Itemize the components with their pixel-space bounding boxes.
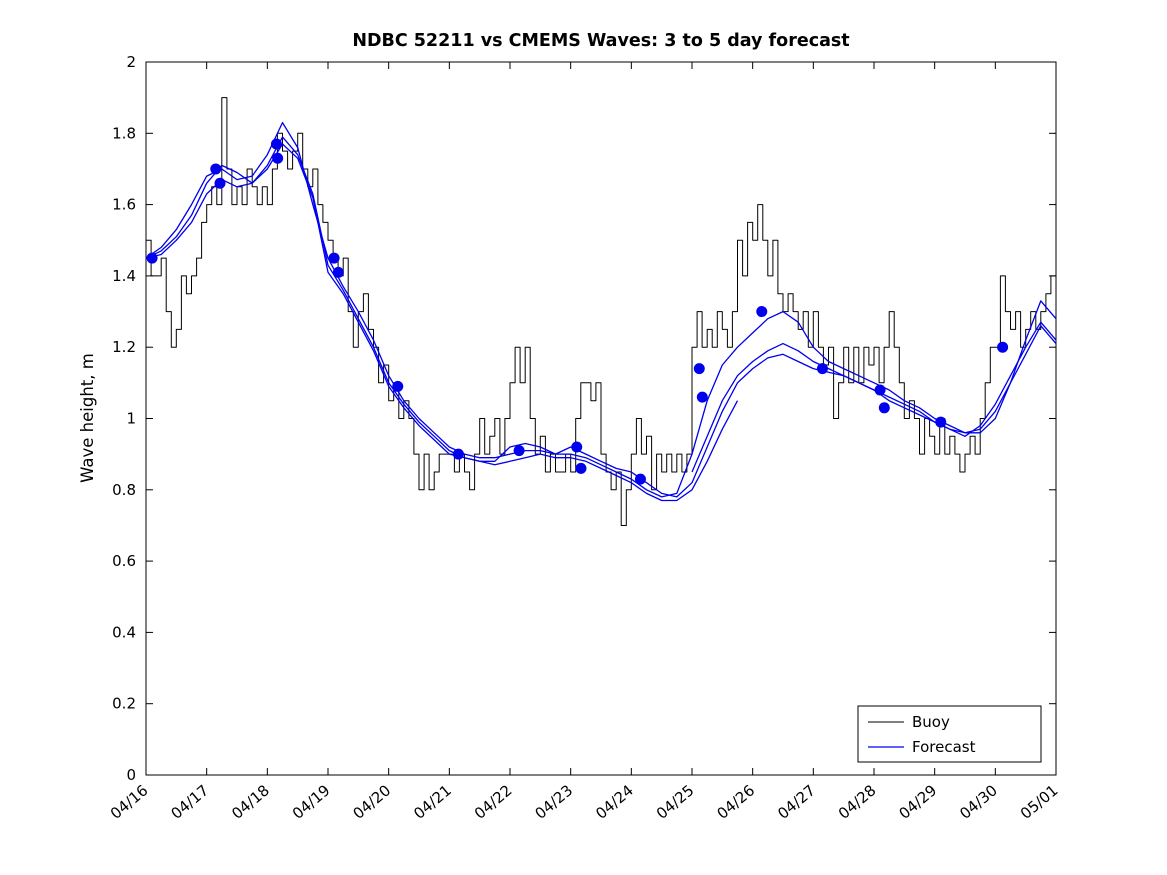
forecast-marker bbox=[756, 306, 768, 318]
x-tick-label: 04/17 bbox=[168, 781, 213, 823]
chart-title: NDBC 52211 vs CMEMS Waves: 3 to 5 day fo… bbox=[352, 31, 849, 51]
forecast-marker bbox=[392, 380, 404, 392]
forecast-marker bbox=[210, 163, 222, 175]
x-tick-label: 04/18 bbox=[228, 781, 273, 823]
y-tick-label: 0.8 bbox=[112, 481, 136, 499]
forecast-marker bbox=[513, 445, 525, 457]
forecast-marker bbox=[816, 363, 828, 375]
forecast-marker bbox=[935, 416, 947, 428]
forecast-marker bbox=[696, 391, 708, 403]
y-tick-label: 0.2 bbox=[112, 695, 136, 713]
forecast-marker bbox=[272, 152, 284, 164]
forecast-marker bbox=[997, 341, 1009, 353]
series-forecast-run-3 bbox=[145, 136, 739, 502]
forecast-marker bbox=[874, 384, 886, 396]
y-tick-label: 1.4 bbox=[112, 267, 136, 285]
forecast-marker bbox=[575, 462, 587, 474]
x-tick-label: 04/26 bbox=[714, 781, 759, 823]
y-tick-label: 0.4 bbox=[112, 623, 136, 641]
forecast-marker bbox=[146, 252, 158, 264]
x-tick-label: 04/29 bbox=[896, 781, 941, 823]
x-tick-label: 04/25 bbox=[653, 781, 698, 823]
x-tick-label: 04/23 bbox=[532, 781, 577, 823]
y-tick-label: 1.8 bbox=[112, 124, 136, 142]
x-tick-label: 04/21 bbox=[410, 781, 455, 823]
y-tick-label: 1 bbox=[126, 410, 136, 428]
forecast-marker bbox=[328, 252, 340, 264]
x-tick-label: 04/19 bbox=[289, 781, 334, 823]
forecast-marker bbox=[214, 177, 226, 189]
y-tick-label: 1.6 bbox=[112, 196, 136, 214]
series-forecast-run-1 bbox=[145, 121, 1057, 498]
forecast-marker bbox=[878, 402, 890, 414]
forecast-marker bbox=[332, 266, 344, 278]
forecast-marker bbox=[571, 441, 583, 453]
x-tick-label: 05/01 bbox=[1017, 781, 1062, 823]
forecast-marker bbox=[693, 363, 705, 375]
x-tick-label: 04/27 bbox=[774, 781, 819, 823]
y-tick-label: 1.2 bbox=[112, 338, 136, 356]
series-forecast-run-2 bbox=[145, 143, 1057, 498]
forecast-marker bbox=[452, 448, 464, 460]
forecast-marker bbox=[270, 138, 282, 150]
series-buoy bbox=[146, 97, 1057, 526]
y-tick-label: 2 bbox=[126, 53, 136, 71]
plot-area: 04/16 04/17 04/18 04/19 04/20 04/21 04/22 04/23… bbox=[107, 53, 1062, 823]
x-tick-label: 04/20 bbox=[350, 781, 395, 823]
y-axis-label: Wave height, m bbox=[78, 353, 97, 483]
y-tick-label: 0 bbox=[126, 766, 136, 784]
series-forecast-run-4 bbox=[691, 321, 1057, 473]
legend-label-buoy: Buoy bbox=[912, 713, 950, 731]
forecast-marker bbox=[634, 473, 646, 485]
x-tick-label: 04/28 bbox=[835, 781, 880, 823]
x-tick-label: 04/16 bbox=[107, 781, 152, 823]
y-tick-label: 0.6 bbox=[112, 552, 136, 570]
x-tick-label: 04/30 bbox=[956, 781, 1001, 823]
x-tick-label: 04/24 bbox=[592, 781, 637, 823]
legend-box[interactable] bbox=[857, 705, 1042, 763]
legend-label-forecast: Forecast bbox=[912, 738, 976, 756]
x-tick-label: 04/22 bbox=[471, 781, 516, 823]
